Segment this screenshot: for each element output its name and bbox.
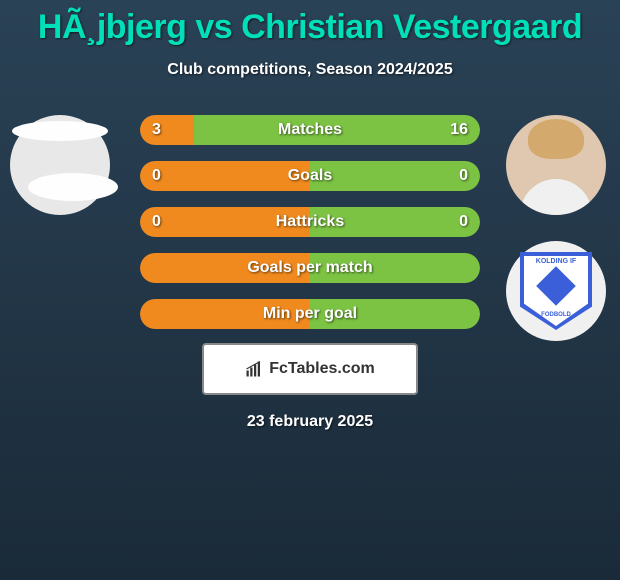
stat-row: Goals0 0 (140, 161, 480, 191)
player-right-avatar (506, 115, 606, 215)
stat-bars: Matches316Goals00Hattricks00Goals per ma… (140, 115, 480, 345)
stat-value-left: 0 (152, 213, 161, 231)
stat-label: Hattricks (140, 213, 480, 231)
stat-label: Goals (140, 167, 480, 185)
stat-value-left: 0 (152, 167, 161, 185)
stat-value-left: 3 (152, 121, 161, 139)
brand-badge: FcTables.com (202, 343, 418, 395)
stat-row: Goals per match (140, 253, 480, 283)
club-right-logo: KOLDING IF FODBOLD (506, 241, 606, 341)
shield-icon: KOLDING IF FODBOLD (520, 252, 592, 330)
stat-value-right: 16 (450, 121, 468, 139)
brand-text: FcTables.com (269, 360, 375, 378)
stat-row: Min per goal (140, 299, 480, 329)
stat-label: Goals per match (140, 259, 480, 277)
club-right-name-bottom: FODBOLD (520, 312, 592, 318)
club-right-name-top: KOLDING IF (520, 258, 592, 265)
stat-value-right: 0 (459, 167, 468, 185)
comparison-content: KOLDING IF FODBOLD Matches316Goals00Hatt… (0, 115, 620, 335)
stat-value-right: 0 (459, 213, 468, 231)
stat-label: Min per goal (140, 305, 480, 323)
stat-row: Hattricks0 0 (140, 207, 480, 237)
chart-icon (245, 360, 263, 378)
stat-row: Matches3 16 (140, 115, 480, 145)
club-left-logo (28, 173, 118, 201)
footer-date: 23 february 2025 (0, 413, 620, 431)
stat-label: Matches (140, 121, 480, 139)
comparison-subtitle: Club competitions, Season 2024/2025 (0, 61, 620, 79)
comparison-title: HÃ¸jbjerg vs Christian Vestergaard (0, 0, 620, 47)
